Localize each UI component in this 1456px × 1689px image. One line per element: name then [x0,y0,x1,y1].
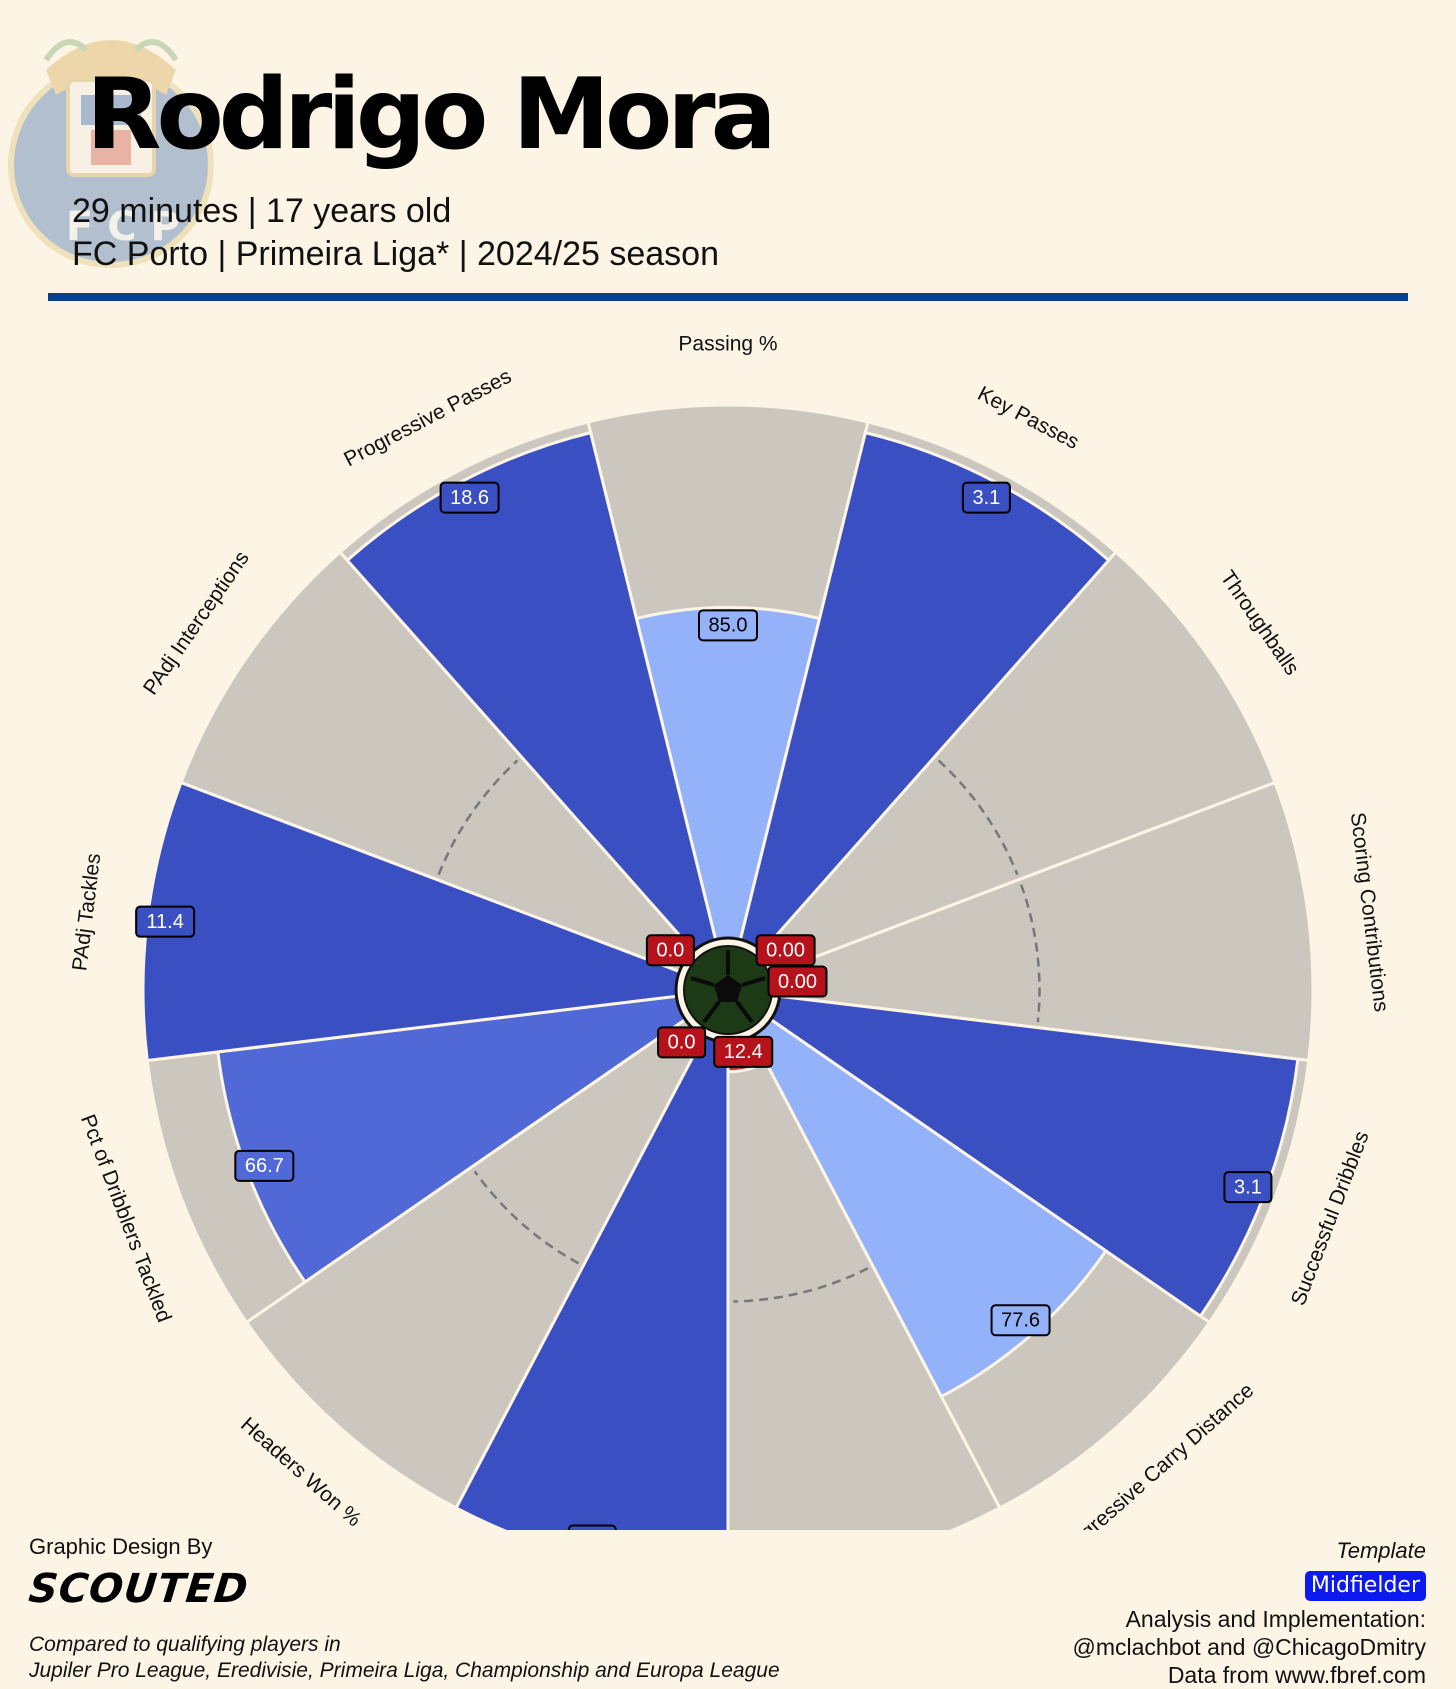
value-label-successful-dribbles: 3.1 [1234,1176,1262,1198]
design-credit: Graphic Design By SCOUTED [29,1534,248,1612]
value-label-progressive-carry-distance: 77.6 [1001,1310,1040,1332]
credit-line-1: Analysis and Implementation: [1073,1605,1427,1633]
value-label-passing: 85.0 [709,615,748,637]
metric-label-passing: Passing % [678,333,777,356]
metric-label-scoring-contributions: Scoring Contributions [1346,811,1393,1013]
player-name: Rodrigo Mora [86,66,772,164]
value-label-scoring-contributions: 0.00 [778,971,817,993]
value-label-turnovers: 12.4 [724,1041,763,1063]
subtitle-minutes-age: 29 minutes | 17 years old [72,192,451,231]
pizza-chart: Passing % Key Passes Throughballs Scoring C… [0,300,1456,1530]
comparison-line-2: Jupiler Pro League, Eredivisie, Primeira… [29,1658,780,1684]
metric-label-key-passes: Key Passes [974,382,1083,454]
value-label-padj-tackles: 11.4 [146,911,183,933]
design-by-label: Graphic Design By [29,1534,248,1560]
metric-label-throughballs: Throughballs [1216,567,1304,680]
value-label-key-passes: 3.1 [973,487,1001,509]
metric-label-padj-tackles: PAdj Tackles [68,852,105,972]
value-label-pct-of-dribblers-tackled: 66.7 [245,1155,284,1177]
scouted-logo: SCOUTED [27,1566,251,1612]
comparison-note: Compared to qualifying players in Jupile… [29,1632,780,1684]
value-label-throughballs: 0.00 [766,940,805,962]
template-label: Template [1073,1537,1427,1565]
value-label-headers-won: 0.0 [668,1032,696,1054]
credit-line-3: Data from www.fbref.com [1073,1661,1427,1689]
metric-label-successful-dribbles: Successful Dribbles [1287,1128,1374,1309]
value-label-progressive-passes: 18.6 [450,487,489,509]
value-label-padj-interceptions: 0.0 [656,940,684,962]
comparison-line-1: Compared to qualifying players in [29,1632,780,1658]
template-badge: Midfielder [1305,1571,1426,1601]
metric-label-pct-of-dribblers-tackled: Pct of Dribblers Tackled [76,1111,176,1325]
credit-line-2: @mclachbot and @ChicagoDmitry [1073,1633,1427,1661]
subtitle-club-league-season: FC Porto | Primeira Liga* | 2024/25 seas… [72,235,719,274]
analysis-credit: Template Midfielder Analysis and Impleme… [1073,1537,1427,1689]
